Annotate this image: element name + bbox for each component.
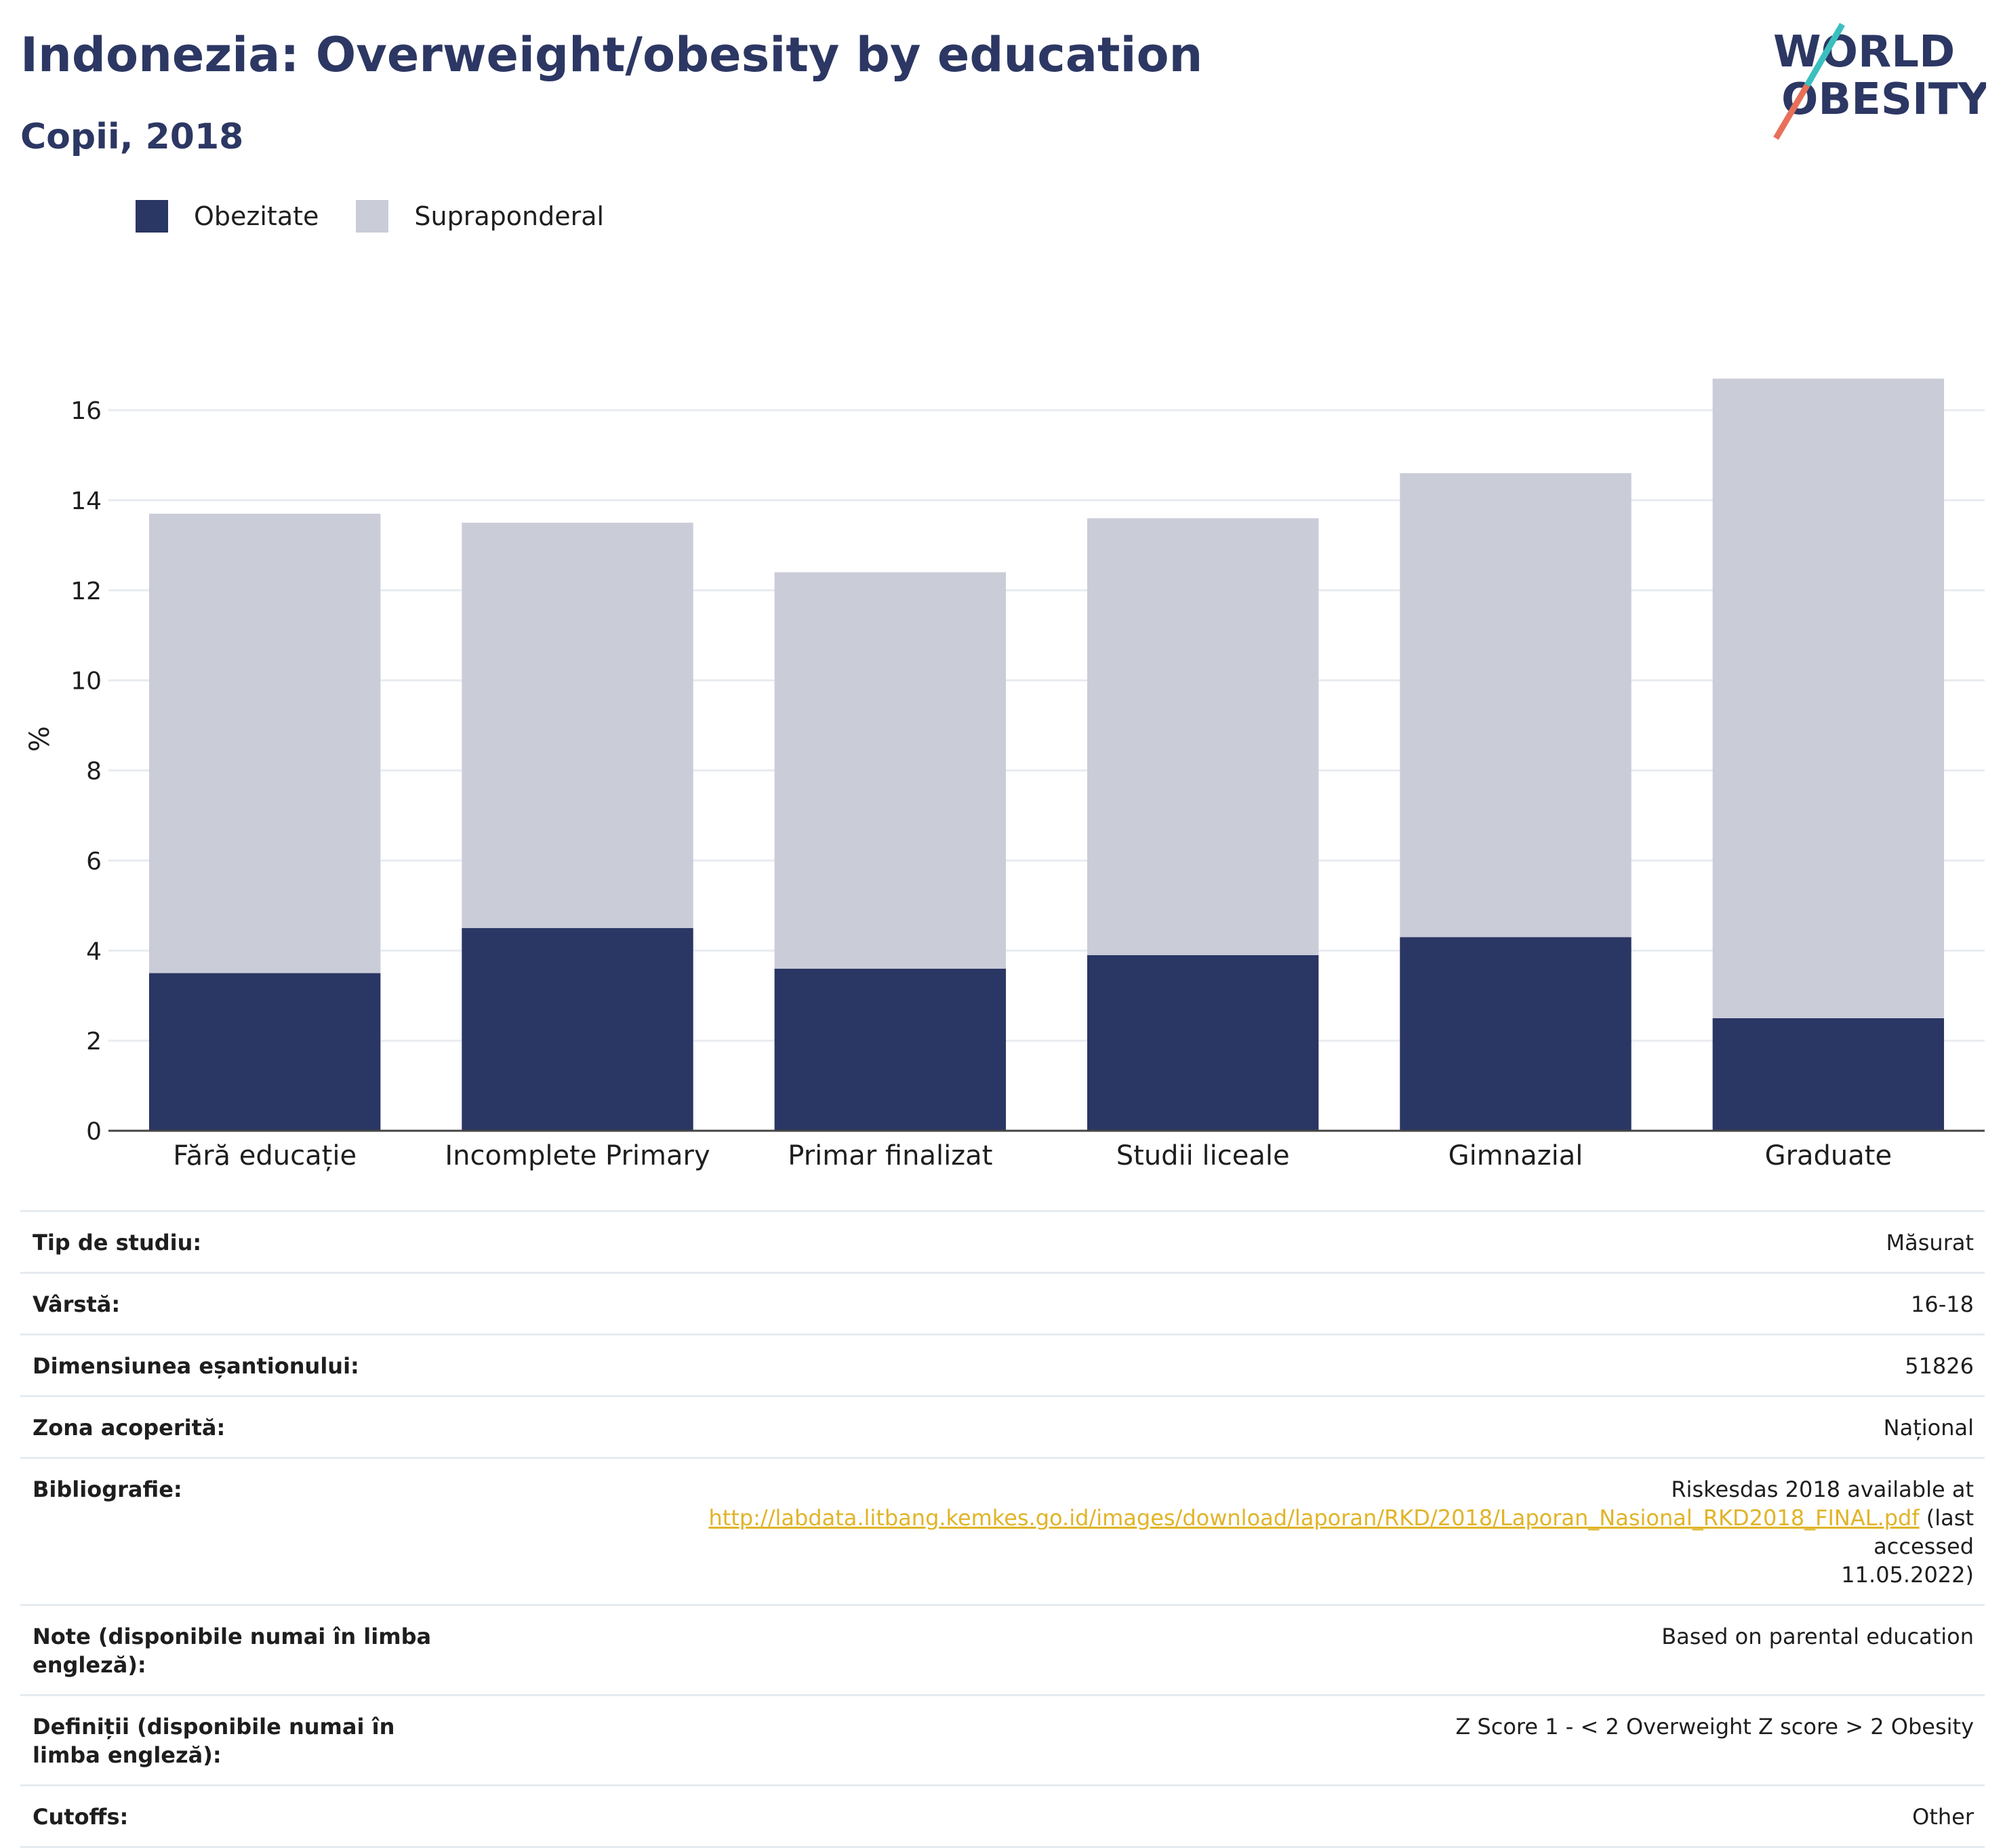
info-value: Based on parental education [1661, 1624, 1974, 1649]
bar-overweight-2[interactable] [774, 572, 1007, 969]
info-row-notes: Note (disponibile numai în limba engleză… [20, 1604, 1985, 1694]
bar-overweight-3[interactable] [1087, 518, 1319, 955]
bar-obesity-2[interactable] [774, 968, 1007, 1131]
bar-overweight-1[interactable] [462, 523, 693, 929]
legend-swatch-overweight [356, 200, 389, 233]
y-tick-label: 16 [70, 397, 102, 425]
y-tick-label: 10 [70, 668, 102, 696]
bar-obesity-5[interactable] [1712, 1018, 1945, 1131]
y-tick-label: 0 [86, 1118, 102, 1146]
page-subtitle: Copii, 2018 [20, 117, 244, 157]
x-category-label: Fără educație [173, 1140, 357, 1171]
y-tick-label: 2 [86, 1028, 102, 1056]
info-value: Național [1883, 1415, 1974, 1441]
bar-obesity-4[interactable] [1400, 937, 1632, 1131]
bar-overweight-4[interactable] [1400, 473, 1632, 938]
y-tick-label: 4 [86, 938, 102, 965]
info-row-age: Vârstă: 16-18 [20, 1272, 1985, 1333]
svg-text:WORLD: WORLD [1773, 27, 1955, 77]
info-row-cutoffs: Cutoffs: Other [20, 1784, 1985, 1848]
y-tick-label: 12 [70, 578, 102, 605]
bar-obesity-0[interactable] [148, 973, 381, 1131]
bar-obesity-1[interactable] [462, 928, 693, 1131]
info-value: 51826 [1905, 1353, 1974, 1379]
x-category-label: Studii liceale [1116, 1140, 1290, 1171]
info-row-area: Zona acoperită: Național [20, 1395, 1985, 1457]
info-label: Tip de studiu: [33, 1230, 202, 1256]
info-label: Dimensiunea eșantionului: [33, 1353, 359, 1379]
x-category-label: Incomplete Primary [445, 1140, 710, 1171]
info-row-sample-size: Dimensiunea eșantionului: 51826 [20, 1333, 1985, 1395]
y-tick-label: 6 [86, 847, 102, 875]
page-title: Indonezia: Overweight/obesity by educati… [20, 27, 1203, 83]
legend-item-overweight[interactable]: Supraponderal [356, 200, 604, 233]
bibliography-link[interactable]: http://labdata.litbang.kemkes.go.id/imag… [708, 1505, 1920, 1531]
y-tick-label: 8 [86, 758, 102, 786]
y-axis-ticks: 0 2 4 6 8 10 12 14 16 [70, 397, 102, 1146]
legend-swatch-obesity [136, 200, 168, 233]
info-label: Note (disponibile numai în limba engleză… [33, 1624, 432, 1678]
info-row-study-type: Tip de studiu: Măsurat [20, 1210, 1985, 1272]
gridlines [108, 409, 1985, 1042]
bars [148, 378, 1945, 1131]
info-value: 16-18 [1911, 1291, 1974, 1317]
y-axis-title: % [24, 726, 56, 752]
bar-overweight-0[interactable] [148, 513, 381, 973]
info-label: Bibliografie: [33, 1477, 182, 1502]
x-category-label: Graduate [1765, 1140, 1892, 1171]
world-obesity-logo: WORLD OBESITY [1773, 22, 1986, 140]
bibliography-date: 11.05.2022) [1841, 1562, 1974, 1588]
info-value: Măsurat [1886, 1230, 1974, 1256]
legend-label-obesity: Obezitate [194, 201, 319, 231]
info-value: Riskesdas 2018 available at http://labda… [618, 1475, 1974, 1589]
x-axis-labels: Fără educație Incomplete Primary Primar fi… [173, 1140, 1892, 1171]
x-category-label: Primar finalizat [788, 1140, 992, 1171]
bibliography-suffix: (last accessed [1874, 1505, 1974, 1559]
info-label: Vârstă: [33, 1291, 121, 1317]
info-label: Cutoffs: [33, 1804, 129, 1830]
info-value: Z Score 1 - < 2 Overweight Z score > 2 O… [1455, 1714, 1974, 1740]
info-value: Other [1912, 1804, 1974, 1830]
bar-chart: 0 2 4 6 8 10 12 14 16 Fără educație Incomplete Pr… [24, 378, 1985, 1171]
legend-label-overweight: Supraponderal [414, 201, 605, 231]
bibliography-prefix: Riskesdas 2018 available at [1671, 1477, 1974, 1502]
info-row-definitions: Definiții (disponibile numai în limba en… [20, 1694, 1985, 1784]
svg-text:OBESITY: OBESITY [1781, 75, 1986, 125]
legend-item-obesity[interactable]: Obezitate [136, 200, 319, 233]
chart-legend: Obezitate Supraponderal [136, 200, 641, 233]
bar-overweight-5[interactable] [1712, 378, 1945, 1018]
bar-obesity-3[interactable] [1087, 955, 1319, 1131]
info-row-bibliography: Bibliografie: Riskesdas 2018 available a… [20, 1457, 1985, 1604]
info-label: Definiții (disponibile numai în limba en… [33, 1714, 395, 1768]
info-label: Zona acoperită: [33, 1415, 226, 1441]
y-tick-label: 14 [70, 487, 102, 515]
x-category-label: Gimnazial [1449, 1140, 1583, 1171]
study-info-table: Tip de studiu: Măsurat Vârstă: 16-18 Dim… [20, 1210, 1985, 1848]
